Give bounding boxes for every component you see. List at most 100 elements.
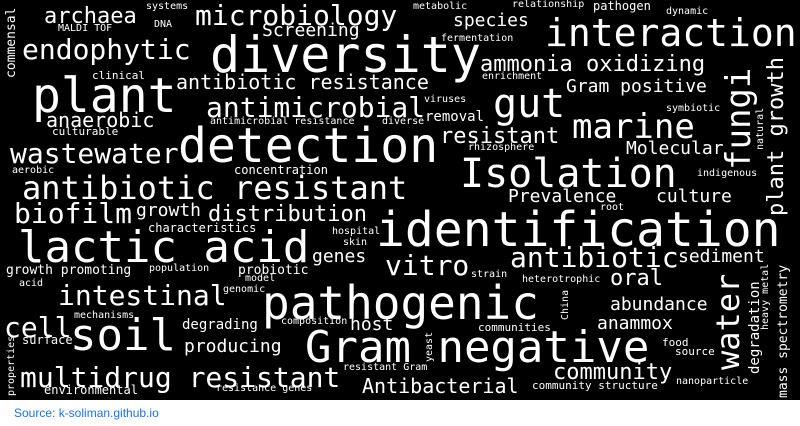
word: detection xyxy=(178,118,439,174)
word: plant growth xyxy=(764,57,789,216)
word: multidrug resistant xyxy=(20,361,341,394)
word: resistance genes xyxy=(216,383,313,394)
word: distribution xyxy=(208,202,367,227)
word: rhizosphere xyxy=(468,142,535,153)
word: resistant xyxy=(440,124,560,149)
word: clinical xyxy=(92,69,145,82)
word: community structure xyxy=(532,379,658,392)
word: antibiotic xyxy=(510,241,679,274)
word: ammonia oxidizing xyxy=(480,52,706,77)
word: host xyxy=(350,314,394,335)
word: plant xyxy=(32,68,177,124)
word: properties xyxy=(6,335,17,396)
word: Prevalence xyxy=(508,186,617,207)
word: microbiology xyxy=(195,0,398,32)
word: community xyxy=(553,360,673,385)
word: interaction xyxy=(545,11,797,55)
word: acid xyxy=(19,278,44,289)
word: degrading xyxy=(182,317,258,333)
word: species xyxy=(453,10,529,31)
word: systems xyxy=(146,1,189,12)
word: soil xyxy=(70,310,176,361)
word: symbiotic xyxy=(666,103,721,114)
word: removal xyxy=(425,109,485,125)
word: genomic xyxy=(223,284,266,295)
word: biofilm xyxy=(14,197,133,230)
word: natural xyxy=(755,107,766,150)
word: genes xyxy=(312,246,367,267)
word: culturable xyxy=(52,125,119,138)
word: Gram negative xyxy=(305,322,650,373)
word: pathogen xyxy=(593,0,651,13)
word: Molecular xyxy=(626,138,724,159)
word: growth xyxy=(136,200,202,221)
word: source xyxy=(675,345,715,358)
word: vitro xyxy=(385,249,470,282)
word: mechanisms xyxy=(74,310,135,321)
word: commensal xyxy=(4,7,19,78)
word: water xyxy=(709,273,747,370)
word: dynamic xyxy=(666,6,709,17)
word: model xyxy=(245,273,276,284)
word: yeast xyxy=(424,331,435,362)
word: characteristics xyxy=(148,221,257,235)
word: sediment xyxy=(678,246,765,267)
word: heavy metal xyxy=(760,263,771,330)
word: relationship xyxy=(512,0,585,10)
word: lactic acid xyxy=(18,222,310,273)
word: endophytic xyxy=(22,33,191,66)
word: DNA xyxy=(154,19,173,30)
word: anammox xyxy=(597,313,673,334)
word: food xyxy=(662,336,689,349)
word: antimicrobial resistance xyxy=(210,116,355,127)
word: probiotic xyxy=(238,263,309,278)
word: environmental xyxy=(44,383,138,397)
word: Isolation xyxy=(460,151,677,197)
word: Gram positive xyxy=(566,76,707,97)
word: MALDI TOF xyxy=(58,23,113,34)
word-cloud: diversity identification detection patho… xyxy=(0,0,800,400)
source-link[interactable]: Source: k-soliman.github.io xyxy=(14,406,159,420)
word: archaea xyxy=(44,4,137,29)
word: wastewater xyxy=(10,137,179,170)
word: China xyxy=(560,289,571,320)
word: anaerobic xyxy=(46,108,155,132)
word: aerobic xyxy=(12,165,55,176)
word: fungi xyxy=(719,67,759,170)
word: root xyxy=(600,202,625,213)
word: culture xyxy=(656,186,732,207)
word: mass spectrometry xyxy=(776,264,791,398)
word: producing xyxy=(184,336,282,357)
word: strain xyxy=(471,269,508,280)
word: Antibacterial xyxy=(362,374,519,398)
word: fermentation xyxy=(441,33,514,44)
word: cell xyxy=(4,311,72,344)
word: identification xyxy=(376,202,781,258)
word: diversity xyxy=(210,26,481,84)
word: antibiotic resistant xyxy=(22,169,408,207)
word: enrichment xyxy=(482,71,543,82)
word: gut xyxy=(493,81,566,127)
word: abundance xyxy=(610,294,708,315)
word: skin xyxy=(343,237,368,248)
word: Screening xyxy=(262,20,360,41)
word: viruses xyxy=(424,94,467,105)
word: antibiotic resistance xyxy=(176,70,429,94)
word: oral xyxy=(610,266,663,291)
word: marine xyxy=(572,107,695,147)
word: composition xyxy=(281,316,348,327)
word: concentration xyxy=(234,163,328,177)
word: hospital xyxy=(332,226,381,237)
word: metabolic xyxy=(413,1,468,12)
word: population xyxy=(149,263,210,274)
word: nanoparticle xyxy=(676,376,749,387)
word: heterotrophic xyxy=(522,274,601,285)
word: communities xyxy=(478,321,551,334)
word: growth promoting xyxy=(6,263,132,278)
word: pathogenic xyxy=(262,276,539,330)
word: diverse xyxy=(382,116,425,127)
word: antimicrobial xyxy=(206,91,426,124)
word: resistant Gram xyxy=(343,362,428,373)
word: surface xyxy=(22,333,73,347)
word: indigenous xyxy=(697,168,758,179)
